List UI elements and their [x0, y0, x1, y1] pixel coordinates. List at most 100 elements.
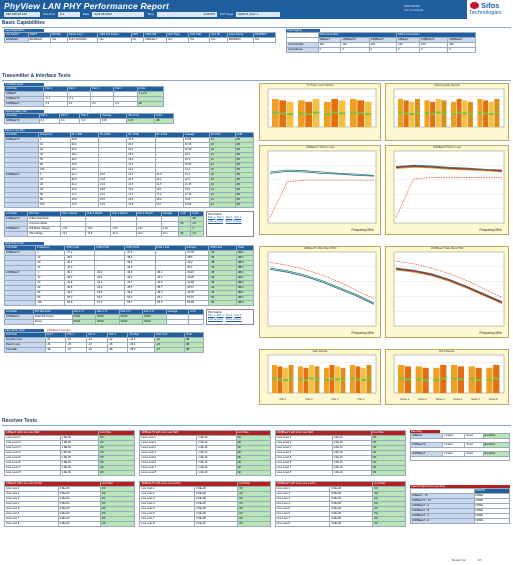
plot-pair-link[interactable]: Pair 3: [225, 314, 233, 317]
plot-graphs-box-2: Plot Graphs Pair 1 Pair 2 Pair 3 Pair 4 Hid…: [206, 309, 254, 325]
table-cell: 10BASE-T: [143, 37, 167, 43]
table-cell: -38: [44, 347, 67, 353]
table-row: 10 20.1-20.2-20.15 16 dB: [3, 142, 255, 148]
bar-limit-mark: [486, 379, 493, 382]
plot-pair-link[interactable]: Pair 1: [208, 216, 215, 219]
rx-block: 10BaseT with Line Loss (LLNL) Limit Max Li…: [4, 481, 136, 527]
table-cell: Yes: [97, 37, 132, 43]
table-cell: Droop: [32, 319, 73, 325]
version-line-2: 4.0.1.0 2012-01: [404, 7, 424, 12]
limit-line: [269, 262, 375, 300]
bar-limit-mark: [286, 113, 294, 116]
bar-limit-mark: [357, 112, 365, 115]
show-plots-link[interactable]: Show all plots: [225, 318, 242, 321]
table-row: 80 15.0-15.1-15.05 10 dB: [3, 162, 255, 168]
table-row: Line Loss 8 0.0E+00 OK: [4, 521, 136, 527]
table-cell: 0.2: [66, 101, 92, 107]
table-cell: 14.5: [97, 202, 128, 208]
table-row: Loss Level 2 1.0E-10 OK: [274, 440, 406, 446]
footer-page: 4/7: [477, 558, 482, 562]
table-cell: OK: [237, 521, 271, 527]
x-axis-label: Frequency MHz: [480, 331, 503, 335]
row-label: 1000BaseT - D: [410, 518, 475, 524]
bar-limit-mark: [314, 378, 320, 381]
plot-pair-link[interactable]: Pair 1: [208, 314, 215, 317]
table-row: Link Failures 0 0 0 0 0 0: [286, 47, 476, 53]
plot-pair-link[interactable]: Pair 4: [234, 314, 242, 317]
table-cell: -54: [208, 300, 238, 306]
common-mode-table: Link Rate Ref Test Pair 1 Result Pair 2 Res…: [3, 211, 204, 237]
gain-echo-table: Link Rate Pair 1 Pair 2 Pair 3 Pair 4 Average…: [4, 332, 204, 353]
rx-block: 100BaseTX with Line Loss SER Limit Max Los…: [139, 430, 271, 476]
table-cell: 14.65: [182, 202, 210, 208]
table-cell: -38.0: [127, 347, 156, 353]
series-line: [395, 268, 503, 303]
table-row: Insertion Loss -21 -21 -21 -22 -21.3 -20 dB: [4, 337, 204, 343]
table-row: 80 15.8 15.6 15.9 16.0 15.8 10 dB: [3, 197, 255, 203]
hide-plots-link[interactable]: Hide all plots: [208, 318, 223, 321]
plot-pair-link[interactable]: Pair 2: [216, 216, 224, 219]
table-row: 10BaseT - - - -2.2-2.8: [3, 91, 165, 97]
chart-title: Gain Results: [312, 350, 328, 353]
bar-limit-mark: [435, 111, 441, 114]
table-cell: -56.7: [124, 300, 156, 306]
table-cell: No: [130, 37, 145, 43]
series-line: [269, 269, 375, 305]
summary-table: 10BaseT Limited Good Excellent 100BaseTX Limi…: [409, 433, 511, 461]
table-row: Loss Level 8 1.0E-10 OK: [274, 470, 406, 476]
chart-psd-100: 100BaseTX Wide Band PSD Frequency MHz: [259, 246, 381, 338]
rx-table: 1000BaseT with Line Loss (LLNL) Limit Max…: [274, 481, 406, 527]
gain-label: Gain, Echo, Near: [4, 329, 44, 332]
header-row: Link Rate Pair 1 Pair 2 Pair 3 Pair 4 Limits: [3, 86, 165, 92]
link-integrity-block: Link Integrity MDI Connection MDI-X Conne…: [286, 29, 476, 53]
tick-label: Noise 6: [489, 397, 498, 401]
autoneg-block: Auto-Negotiation Full Duplex 1000T PAUSE Pa…: [4, 29, 277, 43]
table-cell: OK: [98, 470, 136, 476]
header-row: Link Rate Frequency RL 1 Pair RL 2 Pair RL 3…: [3, 132, 255, 138]
section-divider: [2, 27, 511, 28]
chart-title: Signal Quality Results: [434, 84, 460, 87]
series-line: [395, 267, 503, 302]
table-cell: 1000BaseT: [3, 101, 45, 107]
rx-table: 100BaseTX with Line Loss SER Limit Max Los…: [139, 430, 271, 476]
table-row: Loss Level 8 1.0E-10 OK: [139, 470, 271, 476]
header-row: 10BaseT 100BaseTX 1000BaseT 10BaseT 100BaseT…: [286, 37, 476, 43]
row-label: Link Failures: [286, 47, 319, 53]
plot-pair-link[interactable]: Pair 4: [234, 216, 242, 219]
hide-plots-link[interactable]: Hide all plots: [208, 220, 223, 223]
signal-quality-table: Link Rate Pair 1 Pair 2 Pair 3 Average Min Li…: [4, 113, 174, 124]
table-cell: 0.0E+00: [57, 521, 101, 527]
bar-limit-mark: [298, 112, 305, 115]
link-integrity-label: Link Integrity: [286, 29, 320, 32]
table-cell: dBm: [236, 300, 254, 306]
table-cell: 0.1: [59, 118, 81, 124]
table-cell: OK: [99, 521, 136, 527]
plot-pair-link[interactable]: Pair 2: [216, 314, 224, 317]
table-row: 40 19.0 18.8 19.2 19.1 19.0 14 dB: [3, 187, 255, 193]
plot-area: [393, 150, 505, 224]
table-cell: 0.15: [99, 118, 128, 124]
show-plots-link[interactable]: Show all plots: [225, 220, 242, 223]
table-cell: OK: [370, 470, 406, 476]
table-cell: Line Loss 8: [274, 521, 331, 527]
bar-limit-mark: [457, 378, 465, 381]
series-line: [395, 166, 503, 173]
limit-line: [395, 260, 503, 298]
bar-limit-mark: [414, 111, 420, 114]
chart-echo: Echo Results Noise 1 Noise 2 Noise 3 Noise …: [385, 349, 509, 405]
table-cell: 0.1: [38, 118, 61, 124]
bar-limit-mark: [331, 111, 339, 114]
table-row: Loss Level 8 1.0E-09 OK: [4, 470, 136, 476]
plot-pair-link[interactable]: Pair 3: [225, 216, 233, 219]
table-cell: Loss Level 8: [274, 470, 333, 476]
chart-rl1-svg: Frequency MHz: [267, 150, 377, 232]
bar-limit-mark: [277, 378, 283, 381]
plot-area: [393, 251, 505, 327]
return-loss-table: Link Rate Frequency RL 1 Pair RL 2 Pair RL 3…: [3, 132, 255, 208]
rx-table: 100BaseTX with Line Loss (LLNL) Limit Max…: [139, 481, 271, 527]
basic-capabilities-title: Basic Capabilities: [2, 20, 45, 26]
series-line: [269, 267, 375, 304]
bar-limit-mark: [475, 379, 482, 382]
x-axis-label: Frequency MHz: [352, 331, 375, 335]
table-cell: 0.17: [126, 118, 156, 124]
